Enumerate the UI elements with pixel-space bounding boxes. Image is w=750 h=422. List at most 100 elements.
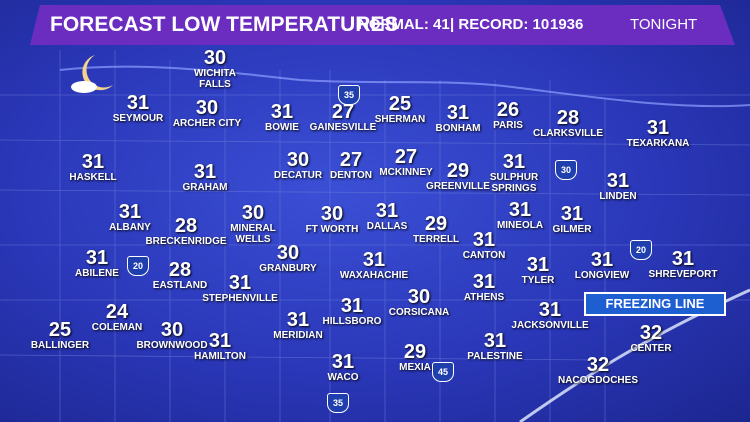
city-name: GRANBURY	[259, 263, 317, 274]
city-label: 30 CORSICANA	[389, 287, 450, 318]
city-label: 31 HILLSBORO	[323, 296, 382, 327]
low-temp: 28	[174, 215, 198, 237]
city-label: 31 ALBANY	[109, 202, 151, 233]
low-temp: 32	[586, 354, 610, 376]
city-name: CENTER	[630, 343, 672, 354]
low-temp: 25	[388, 93, 412, 115]
city-name: PALESTINE	[467, 351, 523, 362]
city-name: BOWIE	[265, 122, 299, 133]
city-name: GILMER	[552, 224, 592, 235]
interstate-shield: 20	[127, 256, 149, 276]
city-label: 29 GREENVILLE	[426, 161, 490, 192]
low-temp: 27	[331, 101, 355, 123]
city-name: JACKSONVILLE	[511, 320, 589, 331]
city-label: 31 BONHAM	[436, 103, 481, 134]
interstate-shield: 20	[630, 240, 652, 260]
title: FORECAST LOW TEMPERATURES	[50, 13, 399, 36]
low-temp: 30	[195, 97, 219, 119]
city-name: BONHAM	[435, 123, 481, 134]
low-temp: 31	[81, 151, 105, 173]
city-label: 24 COLEMAN	[92, 302, 143, 333]
interstate-shield: 30	[555, 160, 577, 180]
city-name: BALLINGER	[30, 340, 90, 351]
city-label: 30 MINERAL WELLS	[222, 203, 284, 245]
low-temp: 31	[646, 117, 670, 139]
low-temp: 31	[270, 101, 294, 123]
record: | RECORD: 10	[450, 16, 550, 33]
city-name: WICHITA FALLS	[193, 68, 237, 90]
city-name: SHREVEPORT	[648, 269, 718, 280]
city-label: 31 MINEOLA	[497, 200, 543, 231]
city-name: TEXARKANA	[626, 138, 690, 149]
low-temp: 31	[538, 299, 562, 321]
city-label: 31 JACKSONVILLE	[511, 300, 588, 331]
city-name: GREENVILLE	[426, 181, 490, 192]
interstate-shield: 35	[327, 393, 349, 413]
low-temp: 27	[394, 146, 418, 168]
low-temp: 30	[241, 202, 265, 224]
city-name: EASTLAND	[152, 280, 208, 291]
low-temp: 24	[105, 301, 129, 323]
city-name: PARIS	[493, 120, 523, 131]
city-label: 31 DALLAS	[367, 201, 408, 232]
city-label: 25 BALLINGER	[31, 320, 89, 351]
city-label: 31 GILMER	[553, 204, 592, 235]
city-label: 31 PALESTINE	[467, 331, 522, 362]
low-temp: 28	[556, 107, 580, 129]
low-temp: 30	[320, 203, 344, 225]
city-label: 27 DENTON	[330, 150, 372, 181]
city-name: SEYMOUR	[112, 113, 164, 124]
city-name: ARCHER CITY	[172, 118, 242, 129]
city-label: 31 SULPHUR SPRINGS	[483, 152, 545, 194]
city-label: 30 ARCHER CITY	[173, 98, 241, 129]
city-name: ABILENE	[75, 268, 119, 279]
city-label: 31 ABILENE	[75, 248, 119, 279]
city-label: 31 WACO	[327, 352, 358, 383]
low-temp: 29	[446, 160, 470, 182]
city-label: 31 LONGVIEW	[575, 250, 629, 281]
low-temp: 30	[160, 319, 184, 341]
city-name: TYLER	[521, 275, 555, 286]
city-name: NACOGDOCHES	[557, 375, 639, 386]
city-name: SULPHUR SPRINGS	[489, 172, 539, 194]
city-label: 26 PARIS	[493, 100, 523, 131]
city-name: CANTON	[462, 250, 506, 261]
city-label: 27 GAINESVILLE	[310, 102, 377, 133]
city-name: MCKINNEY	[379, 167, 433, 178]
city-name: GRAHAM	[182, 182, 228, 193]
low-temp: 29	[403, 341, 427, 363]
low-temp: 29	[424, 213, 448, 235]
city-label: 30 GRANBURY	[259, 243, 316, 274]
city-name: GAINESVILLE	[309, 122, 377, 133]
low-temp: 31	[508, 199, 532, 221]
city-name: LINDEN	[599, 191, 637, 202]
city-name: ATHENS	[463, 292, 505, 303]
low-temp: 31	[340, 295, 364, 317]
city-name: WACO	[327, 372, 359, 383]
city-name: MEXIA	[399, 362, 431, 373]
city-name: TERRELL	[412, 234, 460, 245]
period: TONIGHT	[630, 16, 698, 33]
city-name: WAXAHACHIE	[339, 270, 409, 281]
city-label: 31 ATHENS	[464, 272, 504, 303]
low-temp: 30	[286, 149, 310, 171]
city-label: 29 MEXIA	[399, 342, 431, 373]
city-label: 31 MERIDIAN	[273, 310, 322, 341]
low-temp: 31	[362, 249, 386, 271]
low-temp: 31	[85, 247, 109, 269]
low-temp: 31	[502, 151, 526, 173]
city-label: 30 BROWNWOOD	[136, 320, 207, 351]
low-temp: 31	[590, 249, 614, 271]
low-temp: 31	[472, 271, 496, 293]
low-temp: 31	[208, 330, 232, 352]
city-label: 31 HAMILTON	[194, 331, 246, 362]
city-label: 28 CLARKSVILLE	[533, 108, 603, 139]
city-label: 30 WICHITA FALLS	[184, 48, 246, 90]
city-label: 30 DECATUR	[274, 150, 322, 181]
low-temp: 31	[193, 161, 217, 183]
low-temp: 31	[286, 309, 310, 331]
low-temp: 31	[228, 272, 252, 294]
city-label: 31 SEYMOUR	[113, 93, 164, 124]
city-name: DENTON	[329, 170, 373, 181]
